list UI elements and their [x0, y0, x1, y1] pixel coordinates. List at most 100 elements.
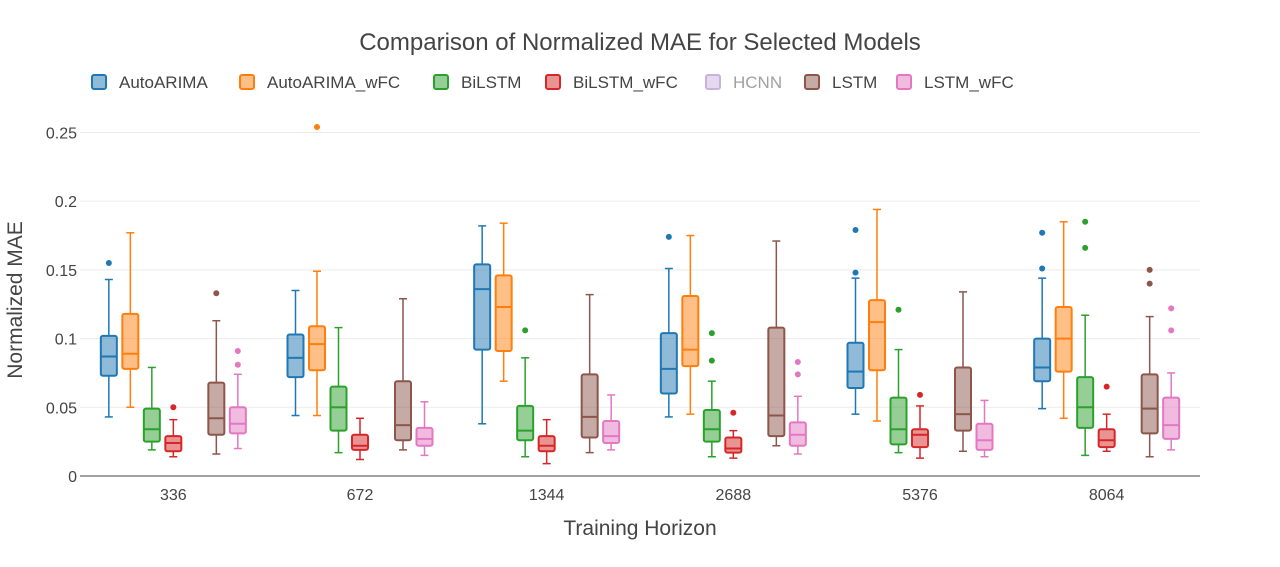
outlier-point: [708, 357, 715, 364]
box-bilstm-wfc: [1097, 383, 1116, 453]
y-tick-labels: 0 0.05 0.1 0.15 0.2 0.25: [46, 125, 77, 486]
legend-item-autoarima-wfc[interactable]: AutoARIMA_wFC: [239, 73, 400, 92]
outlier-point: [1146, 266, 1153, 273]
box-body: [308, 325, 326, 372]
box-autoarima: [99, 260, 118, 418]
box-autoarima-wfc: [494, 222, 513, 382]
chart-title: Comparison of Normalized MAE for Selecte…: [359, 29, 921, 56]
box-body: [394, 380, 412, 442]
box-bilstm-wfc: [537, 418, 556, 465]
x-axis-title: Training Horizon: [563, 517, 716, 540]
legend-label: BiLSTM: [461, 73, 521, 92]
x-tick-label: 2688: [716, 487, 752, 504]
box-body: [286, 333, 305, 379]
legend-label: LSTM_wFC: [924, 73, 1014, 92]
outlier-point: [234, 347, 241, 354]
outlier-point: [213, 290, 220, 297]
outlier-point: [1168, 327, 1175, 334]
legend-swatch: [433, 74, 449, 90]
outlier-point: [708, 330, 715, 337]
legend-item-hcnn[interactable]: HCNN: [705, 73, 782, 92]
legend-item-bilstm[interactable]: BiLSTM: [433, 73, 521, 92]
box-body: [846, 341, 865, 390]
box-body: [207, 381, 226, 436]
outlier-point: [105, 260, 112, 267]
box-body: [537, 435, 556, 453]
box-lstm-wfc: [228, 347, 247, 450]
box-body: [1033, 337, 1052, 383]
box-lstm-wfc: [415, 401, 434, 457]
outlier-point: [314, 123, 320, 130]
outlier-point: [1082, 244, 1089, 251]
outlier-point: [895, 306, 902, 313]
box-body: [681, 294, 700, 368]
gridlines: [80, 131, 1200, 408]
box-autoarima: [1033, 229, 1052, 410]
x-tick-label: 5376: [902, 487, 938, 504]
outlier-point: [522, 327, 529, 334]
box-bilstm-wfc: [351, 417, 369, 461]
y-tick-label: 0.1: [55, 332, 77, 349]
box-lstm-wfc: [788, 358, 807, 455]
y-tick-label: 0.2: [55, 194, 77, 211]
box-body: [329, 385, 348, 432]
box-body: [415, 426, 434, 447]
legend-label: AutoARIMA_wFC: [267, 73, 400, 92]
legend-item-bilstm-wfc[interactable]: BiLSTM_wFC: [545, 73, 678, 92]
legend-label: BiLSTM_wFC: [573, 73, 678, 92]
box-lstm-wfc: [602, 394, 621, 451]
outlier-point: [852, 269, 859, 276]
box-body: [473, 263, 492, 351]
box-bilstm: [329, 326, 348, 454]
box-body: [724, 436, 743, 454]
legend-swatch: [239, 74, 255, 90]
outlier-point: [917, 391, 923, 398]
x-tick-label: 1344: [529, 487, 565, 504]
legend-item-lstm-wfc[interactable]: LSTM_wFC: [896, 73, 1014, 92]
outlier-point: [234, 361, 241, 368]
x-tick-label: 336: [160, 487, 187, 504]
box-autoarima: [286, 289, 305, 417]
legend-item-lstm[interactable]: LSTM: [804, 73, 877, 92]
x-tick-label: 8064: [1089, 487, 1125, 504]
legend-label: HCNN: [733, 73, 782, 92]
box-bilstm-wfc: [724, 409, 743, 459]
box-body: [659, 332, 678, 395]
box-body: [911, 428, 929, 449]
box-bilstm-wfc: [164, 404, 183, 458]
box-body: [868, 299, 886, 372]
legend-swatch: [896, 74, 912, 90]
box-body: [351, 433, 369, 451]
box-body: [580, 373, 599, 439]
box-bilstm: [142, 366, 161, 451]
legend-swatch: [705, 74, 721, 90]
box-body: [602, 420, 621, 445]
legend-swatch: [91, 74, 107, 90]
outlier-point: [1082, 218, 1089, 225]
outlier-point: [730, 409, 737, 416]
outlier-point: [1039, 229, 1046, 236]
outlier-point: [794, 358, 801, 365]
outlier-point: [852, 227, 859, 234]
box-lstm: [1140, 266, 1159, 458]
box-autoarima-wfc: [1054, 221, 1073, 420]
box-autoarima: [659, 233, 678, 418]
box-lstm: [954, 291, 972, 453]
box-body: [702, 409, 721, 443]
outlier-point: [170, 404, 177, 411]
outlier-point: [665, 233, 672, 240]
box-body: [494, 274, 513, 352]
box-autoarima: [846, 227, 865, 415]
box-body: [142, 407, 161, 443]
box-autoarima: [473, 225, 492, 425]
box-autoarima-wfc: [308, 123, 326, 417]
box-autoarima-wfc: [681, 234, 700, 415]
box-bilstm: [889, 306, 908, 454]
box-body: [228, 406, 247, 435]
legend-item-autoarima[interactable]: AutoARIMA: [91, 73, 208, 92]
box-autoarima-wfc: [121, 232, 140, 409]
x-tick-label: 672: [347, 487, 374, 504]
legend-swatch: [804, 74, 820, 90]
box-lstm: [207, 290, 226, 455]
